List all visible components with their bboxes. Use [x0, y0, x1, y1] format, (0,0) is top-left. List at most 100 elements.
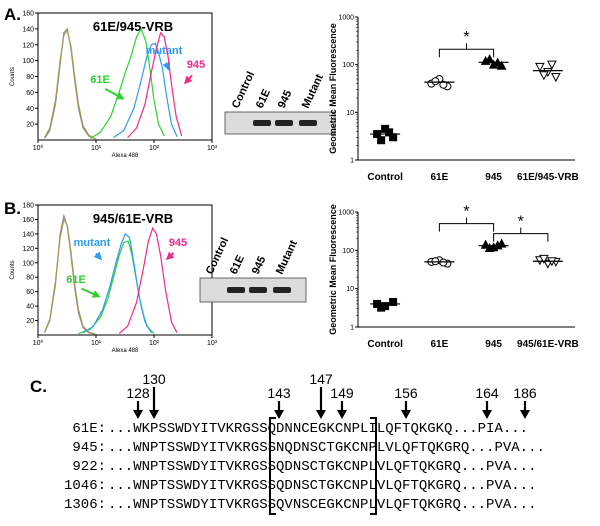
y-tick-label: 1	[350, 325, 354, 332]
chart-title: 61E/945-VRB	[93, 19, 173, 34]
y-tick-label: 120	[22, 42, 34, 49]
x-tick-label: 10¹	[91, 340, 102, 347]
y-tick-label: 100	[22, 58, 34, 65]
y-tick-label: 1000	[338, 15, 354, 22]
residue-number: 156	[394, 385, 418, 401]
residue-arrowhead	[316, 410, 326, 419]
curve-arrowhead	[91, 290, 101, 298]
x-axis-title: Alexa 488	[112, 348, 139, 354]
y-tick-label: 10	[346, 110, 354, 117]
row-sequence: ...WNPTSSWDYITVKRGSSQVNSCEGKCNPLVLQFTQKG…	[108, 497, 536, 513]
data-point	[539, 71, 549, 81]
bracket-left	[269, 417, 276, 515]
histogram-curve	[113, 42, 178, 139]
x-tick-label: 10¹	[91, 145, 102, 152]
y-tick-label: 1000	[338, 210, 354, 217]
y-tick-label: 40	[26, 304, 34, 311]
row-label: 1306:	[64, 497, 106, 513]
blot-band	[249, 287, 267, 293]
blot-lane-label: Control	[204, 236, 231, 277]
residue-arrowhead	[482, 410, 492, 419]
residue-number: 164	[475, 385, 499, 401]
row-sequence: ...WNPTSSWDYITVKRGSSQDNSCTGKCNPLVLQFTQKG…	[108, 459, 536, 475]
y-tick-label: 40	[26, 106, 34, 113]
y-tick-label: 80	[26, 74, 34, 81]
row-label: 945:	[72, 440, 106, 456]
y-tick-label: 100	[22, 260, 34, 267]
row-label: 61E:	[72, 421, 106, 437]
x-tick-label: 10⁰	[33, 144, 44, 152]
y-tick-label: 1	[350, 158, 354, 165]
curve-arrowhead	[93, 251, 102, 261]
data-point	[535, 62, 545, 72]
y-tick-label: 60	[26, 289, 34, 296]
chart-title: 945/61E-VRB	[93, 211, 173, 226]
x-tick-label: 61E/945-VRB	[517, 172, 579, 183]
residue-arrowhead	[149, 410, 159, 419]
panel-label: A.	[4, 5, 21, 24]
y-tick-label: 20	[26, 318, 34, 325]
data-point	[480, 239, 491, 249]
bracket-right	[370, 417, 377, 515]
histogram-curve	[118, 226, 178, 335]
data-point	[539, 254, 549, 264]
y-tick-label: 100	[342, 62, 354, 69]
residue-arrowhead	[401, 410, 411, 419]
curve-label: 945	[187, 59, 205, 71]
curve-label: 945	[169, 237, 187, 249]
significance-mark: *	[463, 204, 469, 221]
data-point	[431, 257, 440, 266]
plot-frame	[37, 204, 213, 336]
panel-label: C.	[30, 377, 47, 396]
x-tick-label: 61E	[430, 339, 448, 350]
y-axis-title: Counts	[10, 260, 16, 279]
histogram-curve	[44, 217, 97, 335]
blot-band	[275, 120, 293, 126]
curve-label: 61E	[66, 274, 86, 286]
data-point	[431, 77, 440, 86]
y-axis-title: Geometric Mean Fluorescence	[328, 23, 338, 154]
blot-lane-label: Mutant	[300, 72, 326, 110]
significance-mark: *	[518, 214, 524, 231]
x-axis-title: Alexa 488	[112, 153, 139, 159]
y-tick-label: 160	[22, 11, 34, 18]
x-tick-label: 10²	[149, 340, 160, 347]
x-tick-label: 10³	[207, 145, 218, 152]
histogram-curve	[44, 29, 97, 140]
row-sequence: ...WKPSSWDYITVKRGSSQDNNCEGKCNPLILQFTQKGK…	[108, 421, 528, 437]
histogram-curve	[78, 240, 155, 335]
y-tick-label: 120	[22, 246, 34, 253]
data-point	[377, 136, 386, 145]
blot-lane-label: Mutant	[274, 238, 300, 276]
data-point	[439, 258, 448, 267]
residue-number: 143	[267, 385, 291, 401]
significance-bracket	[438, 48, 495, 58]
x-tick-label: 10²	[149, 145, 160, 152]
blot-lane-label: Control	[230, 70, 257, 111]
significance-mark: *	[463, 29, 469, 46]
histogram-curve	[90, 27, 165, 139]
residue-arrowhead	[274, 410, 284, 419]
row-sequence: ...WNPTSSWDYITVKRGSSQDNSCTGKCNPLVLQFTQKG…	[108, 478, 536, 494]
blot-lane-label: 945	[276, 89, 295, 111]
y-tick-label: 140	[22, 26, 34, 33]
histogram-curve	[127, 31, 183, 139]
data-point	[439, 80, 448, 89]
curve-label: mutant	[74, 237, 111, 249]
row-label: 1046:	[64, 478, 106, 494]
data-point	[389, 297, 398, 306]
y-tick-label: 60	[26, 90, 34, 97]
residue-arrowhead	[337, 410, 347, 419]
curve-arrowhead	[162, 61, 171, 71]
data-point	[492, 240, 503, 250]
y-tick-label: 160	[22, 217, 34, 224]
residue-number: 147	[309, 371, 333, 387]
blot-band	[299, 120, 317, 126]
y-axis-title: Geometric Mean Fluorescence	[328, 204, 338, 335]
curve-label: mutant	[146, 45, 183, 57]
residue-arrowhead	[520, 410, 530, 419]
data-point	[484, 242, 495, 253]
x-tick-label: 945	[485, 339, 502, 350]
residue-number: 128	[126, 385, 150, 401]
